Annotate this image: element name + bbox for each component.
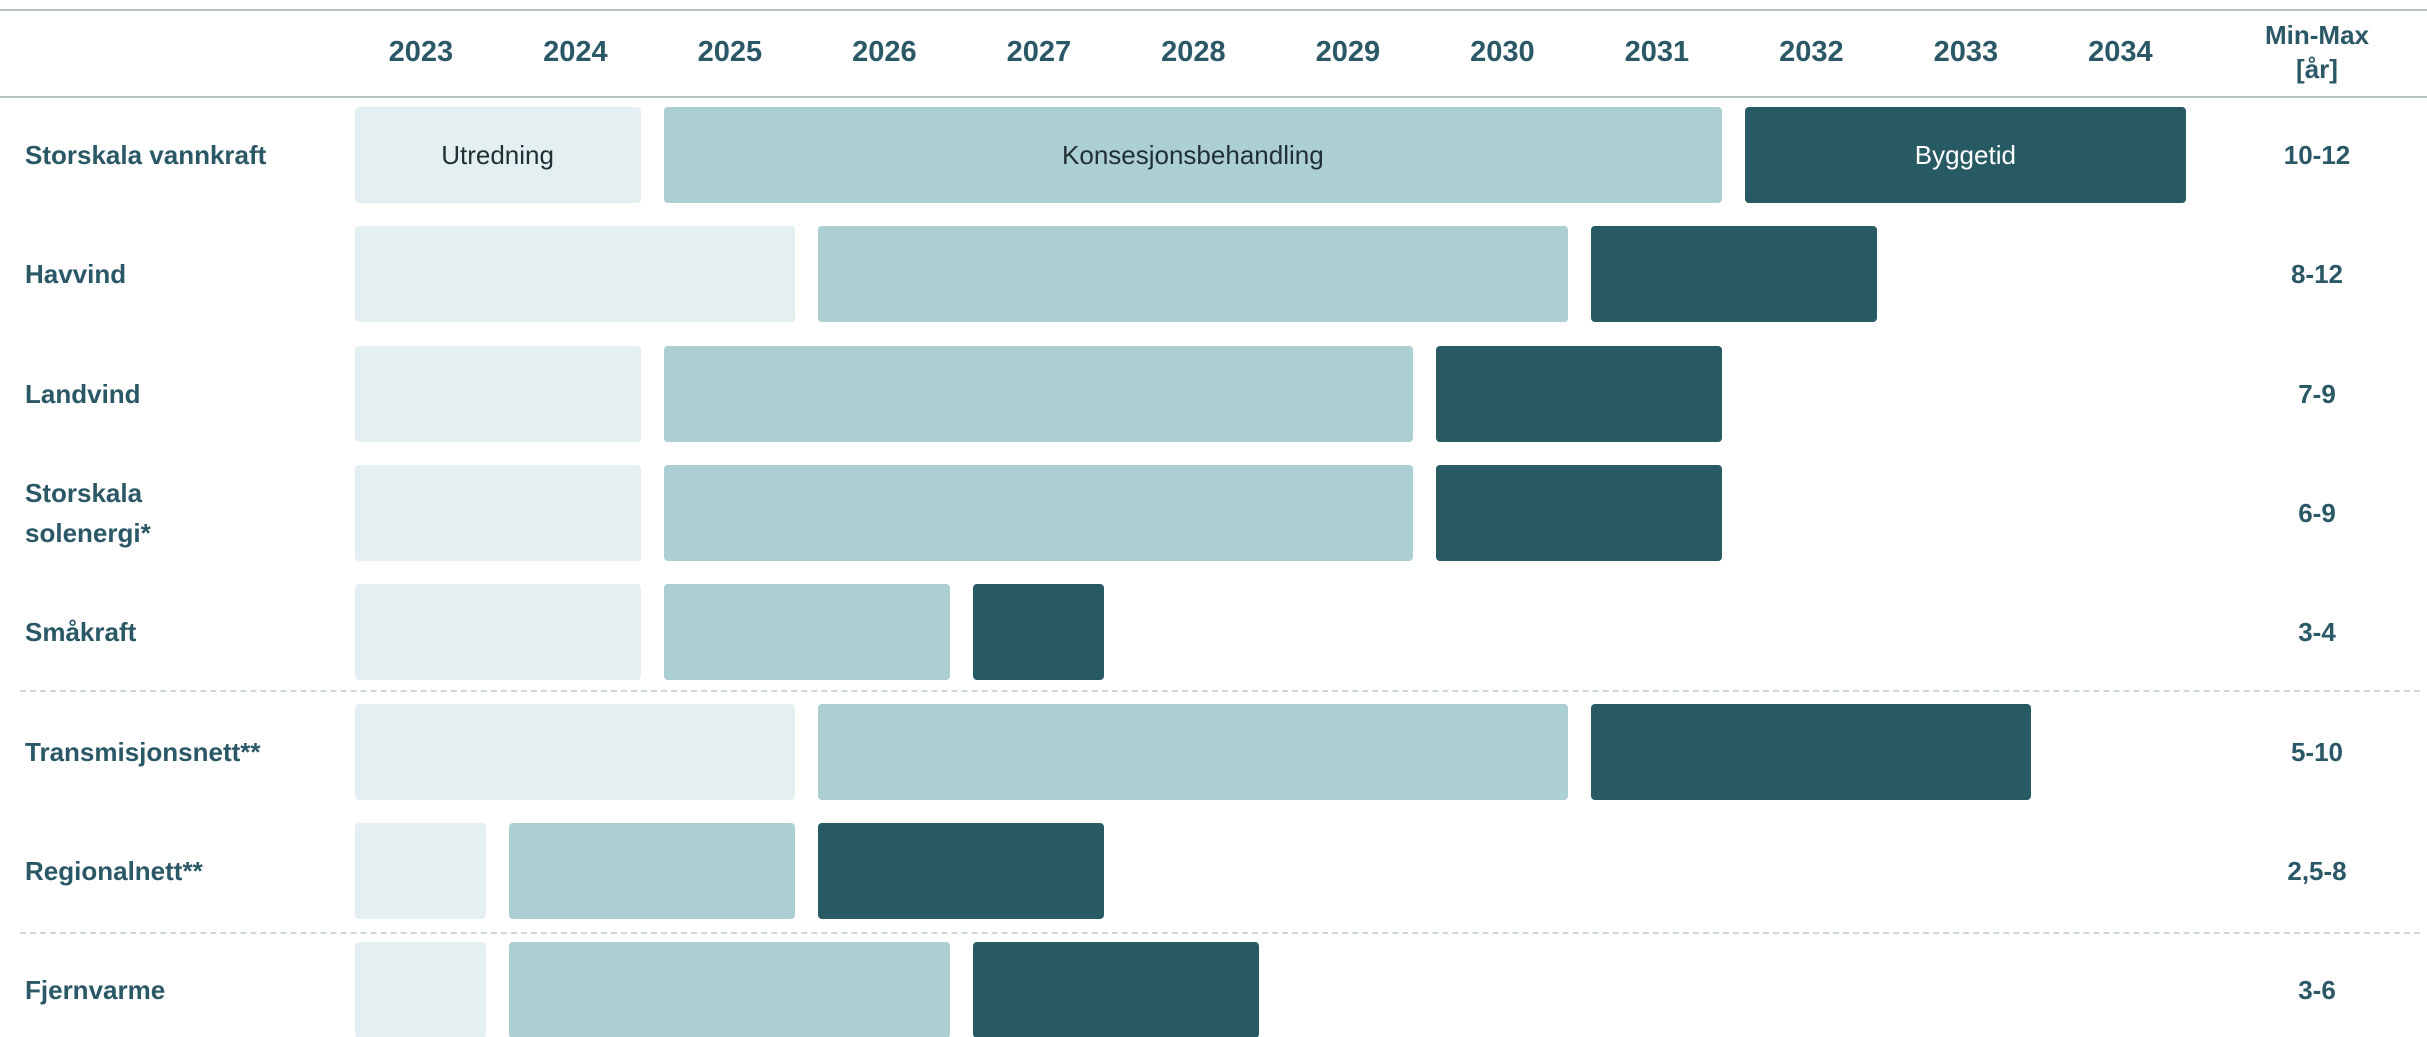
row-label: Storskala vannkraft — [25, 140, 267, 170]
phase-bar: Utredning — [354, 107, 641, 203]
row-label: Fjernvarme — [25, 975, 166, 1006]
phase-bar — [663, 584, 950, 681]
year-label: 2026 — [852, 36, 917, 68]
row-label: Småkraft — [25, 617, 137, 648]
phase-bar — [818, 822, 1105, 919]
year-label: 2032 — [1779, 36, 1844, 68]
phase-label: Utredning — [441, 139, 554, 170]
phase-bar: Konsesjonsbehandling — [663, 107, 1723, 203]
phase-bar — [818, 703, 1568, 800]
phase-bar — [663, 464, 1414, 561]
row-label: Landvind — [25, 378, 141, 409]
phase-bar — [1436, 345, 1723, 442]
phase-bar — [354, 942, 487, 1037]
phase-bar — [354, 584, 641, 681]
range-value: 5-10 — [2290, 736, 2344, 767]
year-label: 2024 — [543, 36, 608, 68]
group-divider — [20, 690, 2420, 692]
range-value: 7-9 — [2298, 378, 2336, 409]
range-header: Min-Max [år] — [2265, 20, 2369, 84]
range-value: 3-6 — [2298, 975, 2336, 1006]
phase-label: Konsesjonsbehandling — [1062, 139, 1324, 170]
year-label: 2028 — [1161, 36, 1226, 68]
phase-bar — [354, 464, 641, 561]
phase-bar — [972, 584, 1105, 681]
phase-bar — [354, 822, 487, 919]
year-label: 2023 — [388, 36, 454, 68]
year-label: 2033 — [1933, 36, 1999, 68]
year-label: 2027 — [1006, 36, 1072, 68]
row-label: Regionalnett** — [25, 855, 203, 886]
year-label: 2034 — [2088, 36, 2153, 68]
phase-bar — [1436, 464, 1723, 561]
phase-bar — [354, 226, 796, 323]
group-divider — [20, 932, 2420, 934]
range-value: 10-12 — [2283, 140, 2351, 170]
year-label: 2029 — [1315, 36, 1381, 68]
row-label: Transmisjonsnett** — [25, 736, 261, 767]
year-label: 2030 — [1470, 36, 1535, 68]
phase-bar — [354, 703, 796, 800]
row-label: Storskala solenergi* — [25, 477, 151, 548]
header-rule — [0, 96, 2427, 98]
range-value: 3-4 — [2298, 617, 2336, 648]
top-rule — [0, 9, 2427, 11]
phase-bar — [354, 345, 641, 442]
phase-label: Byggetid — [1914, 139, 2016, 170]
year-label: 2031 — [1624, 36, 1690, 68]
range-value: 6-9 — [2298, 497, 2336, 528]
phase-bar — [509, 942, 950, 1037]
phase-bar — [972, 942, 1259, 1037]
range-value: 2,5-8 — [2287, 855, 2347, 886]
year-label: 2025 — [697, 36, 763, 68]
phase-bar: Byggetid — [1745, 107, 2186, 203]
phase-bar — [509, 822, 796, 919]
range-value: 8-12 — [2290, 259, 2344, 290]
row-label: Havvind — [25, 259, 127, 290]
phase-bar — [818, 226, 1568, 323]
phase-bar — [1590, 703, 2032, 800]
phase-bar — [1590, 226, 1877, 323]
phase-bar — [663, 345, 1414, 442]
